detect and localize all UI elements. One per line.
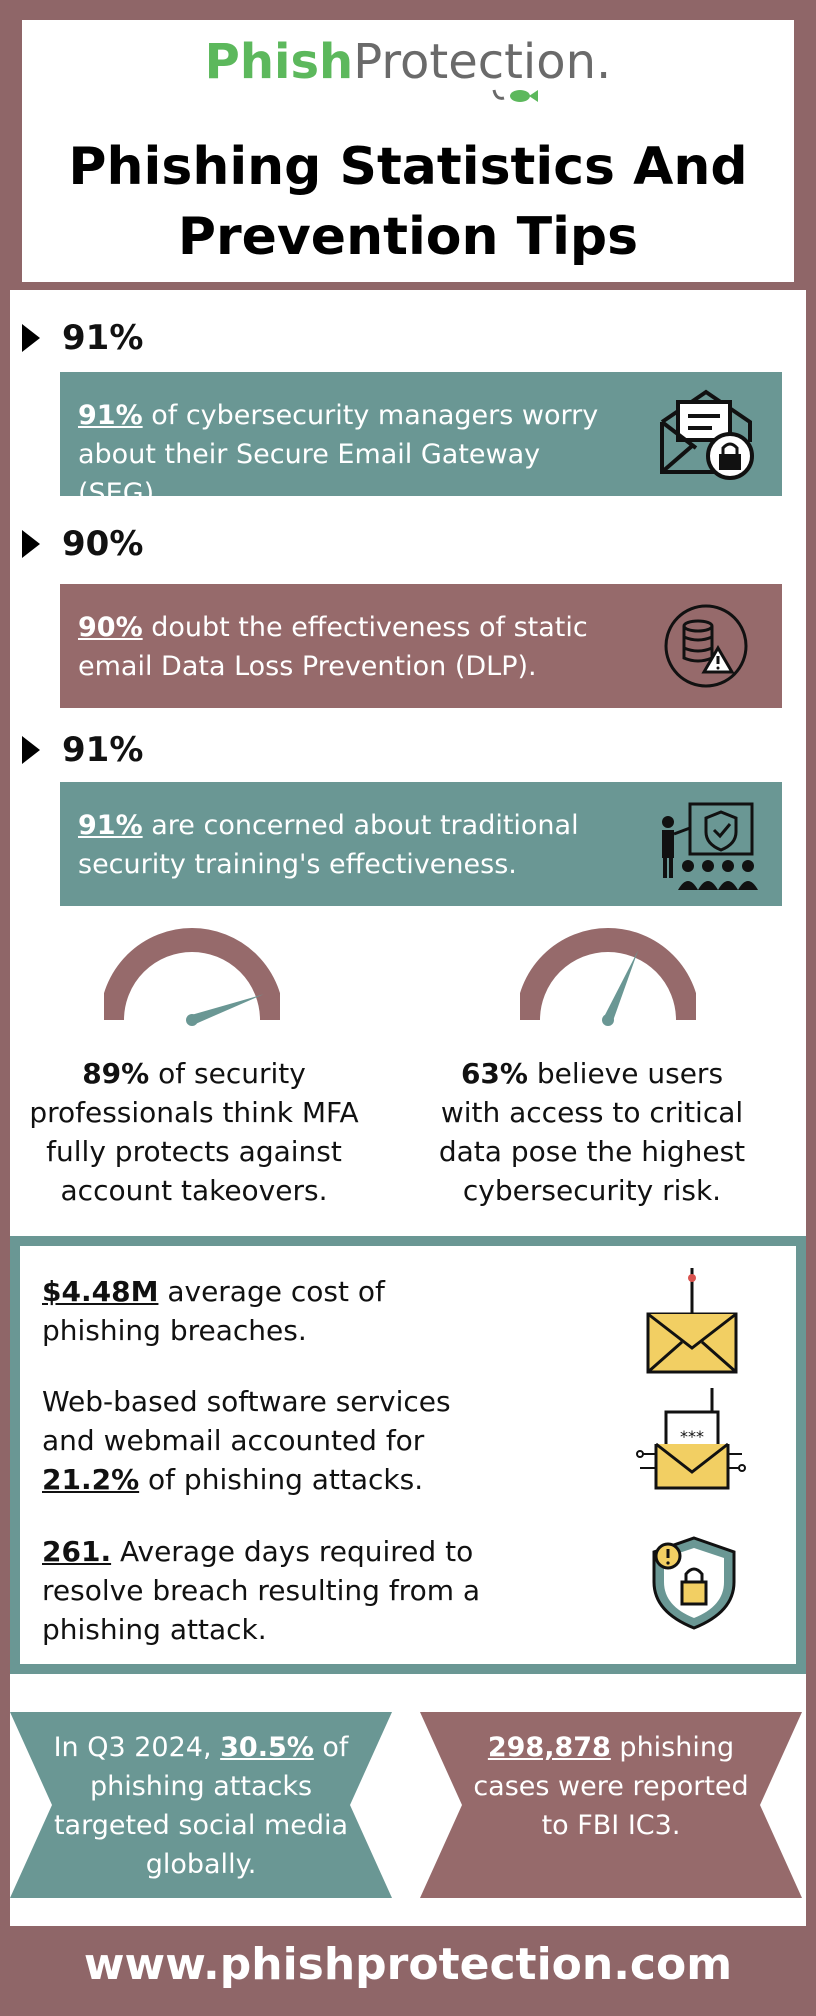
stat-box-3: 91% are concerned about traditional secu…: [60, 782, 782, 906]
logo-text-protection: Protection.: [353, 34, 612, 90]
security-training-icon: [662, 802, 758, 890]
password-email-hook-icon: ***: [636, 1388, 746, 1490]
stat-text: of cybersecurity managers worry about th…: [78, 400, 599, 509]
header-panel: PhishProtection. Phishing Statistics And…: [22, 20, 794, 282]
envelope-lock-icon: [660, 389, 754, 480]
cost-post: average cost of phishing breaches.: [42, 1275, 385, 1347]
stat-text: are concerned about traditional security…: [78, 810, 579, 880]
svg-text:***: ***: [680, 1427, 704, 1446]
title-line-1: Phishing Statistics And: [68, 137, 748, 197]
title-line-2: Prevention Tips: [177, 207, 639, 267]
stat-heading-3: 91%: [22, 730, 143, 770]
gauge-89: [104, 928, 280, 1026]
footer-url[interactable]: www.phishprotection.com: [10, 1926, 806, 2006]
gauge-highlight: 89%: [82, 1057, 150, 1090]
gauge-highlight: 63%: [460, 1057, 528, 1090]
cost-panel: $4.48M average cost of phishing breaches…: [10, 1236, 806, 1674]
banner-highlight: 298,878: [487, 1732, 611, 1763]
stat-highlight: 90%: [78, 612, 143, 643]
banner-right: 298,878 phishing cases were reported to …: [420, 1712, 802, 1898]
banner-pre: In Q3 2024,: [53, 1732, 221, 1763]
cost-item-3: 261. Average days required to resolve br…: [42, 1532, 572, 1649]
logo-text-phish: Phish: [204, 34, 354, 90]
page-title: Phishing Statistics And Prevention Tips: [22, 132, 794, 272]
gauge-needle: [603, 950, 639, 1022]
fish-hook-icon: [492, 89, 538, 102]
header: PhishProtection. Phishing Statistics And…: [10, 10, 806, 290]
database-warning-icon: [664, 604, 748, 688]
cost-highlight: $4.48M: [42, 1275, 159, 1308]
stat-box-2: 90% doubt the effectiveness of static em…: [60, 584, 782, 708]
stat-heading-label: 91%: [62, 730, 144, 770]
banner-text: 298,878 phishing cases were reported to …: [460, 1728, 762, 1845]
stat-text: doubt the effectiveness of static email …: [78, 612, 588, 682]
gauge-caption-1: 89% of security professionals think MFA …: [26, 1054, 362, 1210]
shield-lock-alert-icon: [652, 1536, 736, 1630]
gauge-text: of security professionals think MFA full…: [29, 1057, 359, 1207]
bullet-triangle-icon: [22, 324, 40, 352]
cost-post: of phishing attacks.: [139, 1463, 424, 1496]
cost-highlight: 21.2%: [42, 1463, 140, 1496]
gauge-needle: [190, 994, 264, 1025]
gauge-63: [520, 928, 696, 1026]
banner-left-shape: [10, 1712, 392, 1898]
phishing-hook-envelope-icon: [646, 1268, 738, 1374]
bullet-triangle-icon: [22, 736, 40, 764]
cost-item-2: Web-based software services and webmail …: [42, 1382, 512, 1499]
stat-heading-label: 90%: [62, 524, 144, 564]
stat-highlight: 91%: [78, 400, 143, 431]
cost-item-1: $4.48M average cost of phishing breaches…: [42, 1272, 402, 1350]
banner-highlight: 30.5%: [220, 1732, 314, 1763]
stat-heading-1: 91%: [22, 318, 143, 358]
gauge-caption-2: 63% believe users with access to critica…: [432, 1054, 752, 1210]
logo: PhishProtection.: [22, 38, 794, 86]
gauge-text: believe users with access to critical da…: [438, 1057, 746, 1207]
cost-highlight: 261.: [42, 1535, 112, 1568]
banner-left: In Q3 2024, 30.5% of phishing attacks ta…: [10, 1712, 392, 1898]
stat-heading-label: 91%: [62, 318, 144, 358]
cost-post: Average days required to resolve breach …: [42, 1535, 481, 1646]
banner-post: of phishing attacks targeted social medi…: [53, 1732, 349, 1880]
banner-right-shape: [420, 1712, 802, 1898]
stat-highlight: 91%: [78, 810, 143, 841]
banner-text: In Q3 2024, 30.5% of phishing attacks ta…: [50, 1728, 352, 1884]
bullet-triangle-icon: [22, 530, 40, 558]
banner-post: phishing cases were reported to FBI IC3.: [473, 1732, 749, 1841]
cost-pre: Web-based software services and webmail …: [42, 1385, 451, 1457]
stat-heading-2: 90%: [22, 524, 143, 564]
